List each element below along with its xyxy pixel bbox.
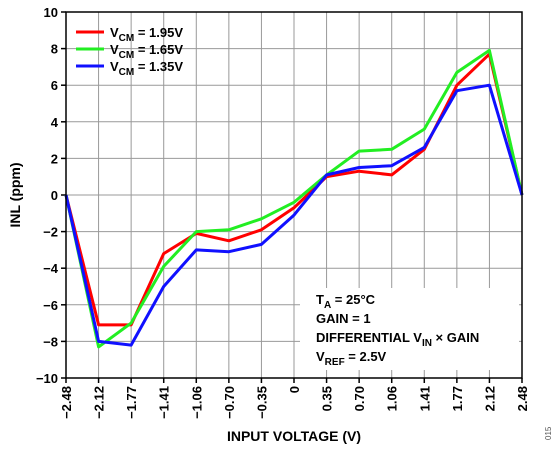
x-tick-label: 1.41 [417,386,432,411]
x-tick-label: −1.41 [157,386,172,419]
x-tick-label: −2.48 [59,386,74,419]
x-axis-title: INPUT VOLTAGE (V) [227,428,361,444]
x-tick-label: 2.48 [515,386,530,411]
annotation-line-3: DIFFERENTIAL VIN × GAIN [316,330,479,349]
x-tick-label: 0 [287,386,302,393]
legend-label-3: VCM = 1.35V [110,59,183,78]
x-tick-label: 1.77 [450,386,465,411]
y-tick-label: −10 [36,371,58,386]
annotation-line-1: TA = 25°C [316,292,376,311]
series-line-2 [64,48,524,349]
y-tick-label: 10 [44,5,58,20]
x-tick-label: 0.70 [352,386,367,411]
y-tick-label: 6 [51,78,58,93]
y-tick-label: 4 [51,115,59,130]
y-axis-title: INL (ppm) [7,162,23,227]
y-tick-label: −6 [43,298,58,313]
figure-id: 015 [544,426,553,440]
plot-frame [65,11,523,379]
x-tick-label: −2.12 [92,386,107,419]
annotation-line-4: VREF = 2.5V [316,349,387,368]
x-tick-label: −1.77 [124,386,139,419]
y-tick-label: 8 [51,42,58,57]
y-tick-label: −4 [43,261,59,276]
legend-label-1: VCM = 1.95V [110,25,183,44]
x-tick-label: −0.35 [254,386,269,419]
x-tick-label: 2.12 [482,386,497,411]
x-tick-label: −0.70 [222,386,237,419]
y-tick-label: −2 [43,225,58,240]
annotation-line-2: GAIN = 1 [316,311,371,326]
legend-label-2: VCM = 1.65V [110,42,183,61]
y-tick-label: 0 [51,188,58,203]
x-tick-label: 0.35 [320,386,335,411]
y-tick-label: −8 [43,334,58,349]
annotation-box [300,288,519,370]
x-tick-label: −1.06 [189,386,204,419]
x-tick-label: 1.06 [385,386,400,411]
series-line-3 [64,83,524,347]
series-line-1 [64,52,524,327]
y-tick-label: 2 [51,151,58,166]
